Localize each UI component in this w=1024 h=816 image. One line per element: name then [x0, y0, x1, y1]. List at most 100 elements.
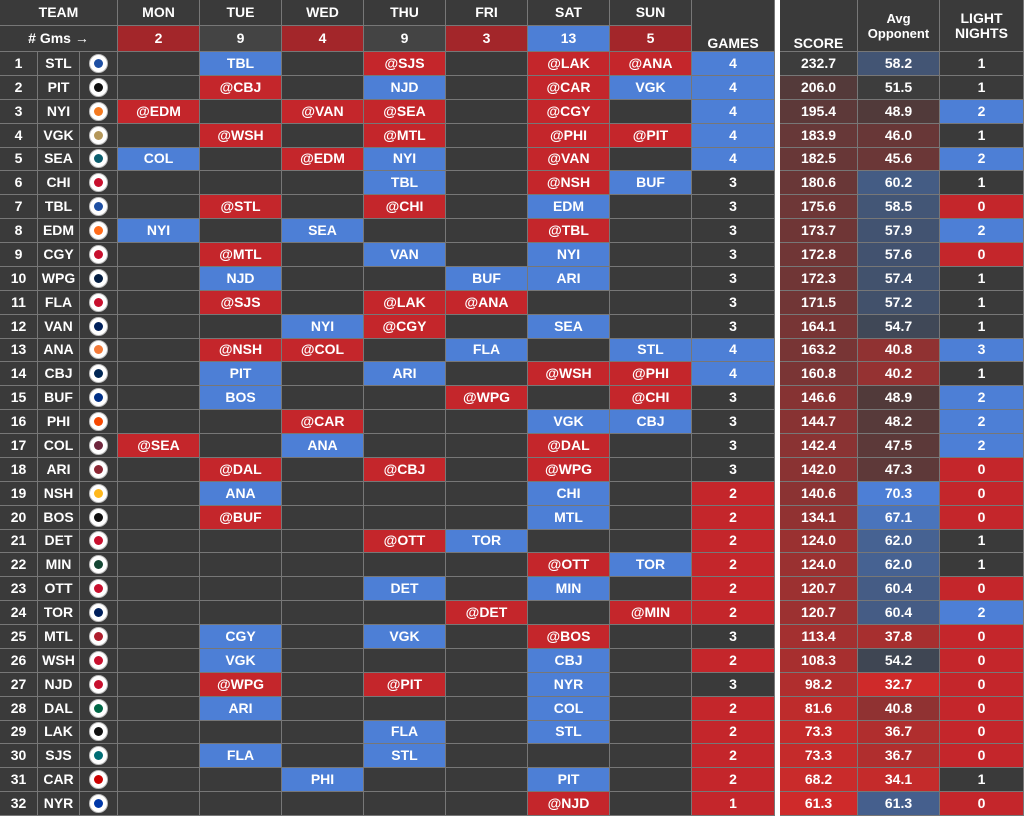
games-count: 4 — [692, 123, 775, 148]
game-cell: @PHI — [610, 362, 692, 387]
logo — [89, 698, 108, 718]
logo — [89, 626, 108, 646]
empty-cell — [446, 577, 528, 602]
logo — [89, 292, 108, 312]
team: COL — [38, 434, 80, 458]
game-cell: FLA — [446, 338, 528, 363]
game-cell: TOR — [446, 529, 528, 554]
avg-opponent: 57.2 — [858, 290, 940, 315]
empty-cell — [282, 75, 364, 100]
team-logo — [80, 410, 118, 434]
avg-opponent: 48.2 — [858, 410, 940, 434]
rank: 14 — [0, 362, 38, 387]
score: 232.7 — [780, 52, 858, 76]
empty-cell — [364, 768, 446, 793]
empty-cell — [282, 696, 364, 721]
empty-cell — [118, 672, 200, 697]
games-header: GAMES — [692, 0, 775, 52]
rank: 10 — [0, 266, 38, 291]
empty-cell — [282, 648, 364, 673]
logo — [89, 221, 108, 241]
empty-cell — [610, 696, 692, 721]
game-cell: BUF — [610, 171, 692, 196]
empty-cell — [610, 266, 692, 291]
day-count: 3 — [446, 26, 528, 52]
team: FLA — [38, 290, 80, 315]
empty-cell — [610, 744, 692, 769]
game-cell: @STL — [200, 195, 282, 220]
game-cell: MIN — [528, 577, 610, 602]
rank: 32 — [0, 792, 38, 816]
empty-cell — [528, 338, 610, 363]
empty-cell — [118, 314, 200, 339]
empty-cell — [282, 553, 364, 578]
rank: 30 — [0, 744, 38, 769]
empty-cell — [118, 243, 200, 267]
light-nights: 2 — [940, 410, 1024, 434]
avg-opponent: 36.7 — [858, 720, 940, 745]
avg-opponent: 60.4 — [858, 577, 940, 602]
team-logo — [80, 577, 118, 602]
empty-cell — [364, 410, 446, 434]
logo — [89, 746, 108, 766]
team: CAR — [38, 768, 80, 793]
team: STL — [38, 52, 80, 76]
game-cell: CHI — [528, 481, 610, 506]
empty-cell — [610, 290, 692, 315]
game-cell: SEA — [282, 219, 364, 243]
team: VGK — [38, 123, 80, 148]
logo — [89, 149, 108, 169]
light-nights: 1 — [940, 266, 1024, 291]
game-cell: TOR — [610, 553, 692, 578]
game-cell: @MTL — [200, 243, 282, 267]
empty-cell — [610, 672, 692, 697]
game-cell: @CHI — [364, 195, 446, 220]
game-cell: NJD — [364, 75, 446, 100]
logo — [89, 77, 108, 97]
game-cell: @BOS — [528, 625, 610, 649]
day-header: THU — [364, 0, 446, 26]
games-count: 3 — [692, 266, 775, 291]
logo — [89, 364, 108, 384]
empty-cell — [446, 147, 528, 172]
game-cell: @NJD — [528, 792, 610, 816]
rank: 8 — [0, 219, 38, 243]
game-cell: @VAN — [528, 147, 610, 172]
empty-cell — [118, 720, 200, 745]
empty-cell — [610, 625, 692, 649]
empty-cell — [118, 266, 200, 291]
games-count: 2 — [692, 744, 775, 769]
game-cell: @SJS — [364, 52, 446, 76]
empty-cell — [446, 219, 528, 243]
score: 68.2 — [780, 768, 858, 793]
score: 134.1 — [780, 505, 858, 530]
score: 195.4 — [780, 99, 858, 124]
empty-cell — [118, 648, 200, 673]
games-count: 3 — [692, 314, 775, 339]
empty-cell — [282, 481, 364, 506]
logo — [89, 507, 108, 527]
games-count: 3 — [692, 457, 775, 482]
empty-cell — [118, 123, 200, 148]
game-cell: COL — [118, 147, 200, 172]
score: 171.5 — [780, 290, 858, 315]
rank: 5 — [0, 147, 38, 172]
games-count: 3 — [692, 625, 775, 649]
team-header: TEAM — [0, 0, 118, 26]
logo — [89, 53, 108, 73]
games-count: 3 — [692, 410, 775, 434]
games-count: 2 — [692, 529, 775, 554]
game-cell: VGK — [364, 625, 446, 649]
day-header: SAT — [528, 0, 610, 26]
team-logo — [80, 553, 118, 578]
rank: 16 — [0, 410, 38, 434]
game-cell: NYI — [528, 243, 610, 267]
team: DAL — [38, 696, 80, 721]
light-nights: 1 — [940, 553, 1024, 578]
avg-opponent: 34.1 — [858, 768, 940, 793]
logo — [89, 197, 108, 217]
team-logo — [80, 457, 118, 482]
empty-cell — [200, 768, 282, 793]
empty-cell — [282, 243, 364, 267]
games-count: 4 — [692, 362, 775, 387]
